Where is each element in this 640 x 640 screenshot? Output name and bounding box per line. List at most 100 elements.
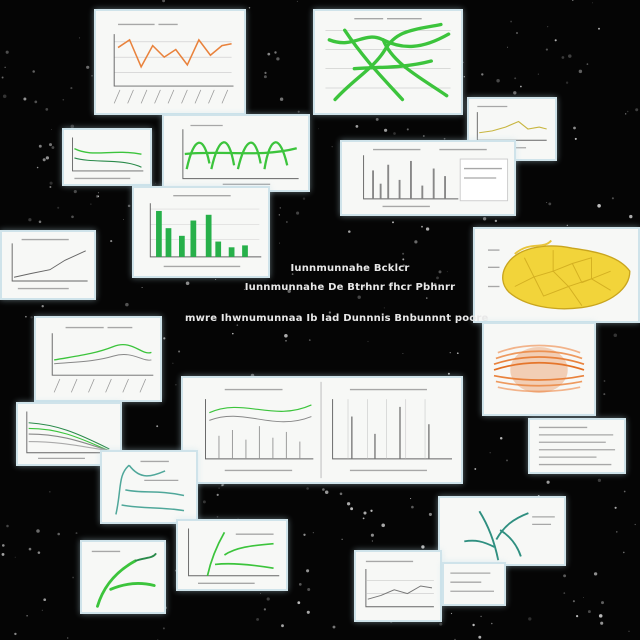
- chart-thumbnail-dual-panel: [181, 376, 463, 484]
- star-dot: [279, 242, 281, 244]
- star-dot: [566, 224, 568, 226]
- star-dot: [410, 498, 412, 500]
- star-dot: [70, 124, 75, 129]
- chart-thumbnail-bars-panel: [340, 140, 516, 216]
- star-dot: [481, 73, 484, 76]
- star-dot: [57, 206, 60, 209]
- star-dot: [425, 227, 430, 231]
- star-dot: [371, 540, 373, 542]
- star-dot: [67, 637, 69, 639]
- star-dot: [520, 85, 522, 88]
- star-dot: [38, 144, 42, 148]
- star-dot: [414, 240, 418, 244]
- chart-thumbnail-green-curves-small: [62, 128, 152, 186]
- star-dot: [622, 551, 625, 554]
- chart-thumbnail-left-line: [0, 230, 96, 300]
- collage-caption: mwre Ihwnumunnaa Ib Iad Dunnnis Bnbunnnt…: [185, 313, 489, 324]
- star-dot: [303, 533, 306, 536]
- star-dot: [370, 509, 373, 512]
- star-dot: [634, 523, 636, 526]
- star-dot: [489, 451, 491, 454]
- star-dot: [279, 97, 284, 101]
- star-dot: [172, 362, 174, 364]
- star-dot: [402, 258, 405, 261]
- star-dot: [4, 66, 6, 68]
- star-dot: [306, 610, 310, 614]
- star-dot: [363, 269, 366, 271]
- star-dot: [281, 624, 284, 628]
- star-dot: [393, 132, 396, 135]
- star-dot: [332, 625, 336, 629]
- star-dot: [302, 197, 306, 200]
- star-dot: [41, 609, 43, 611]
- star-dot: [259, 592, 262, 594]
- star-dot: [611, 197, 614, 200]
- star-dot: [284, 334, 288, 338]
- star-dot: [49, 181, 53, 185]
- star-dot: [456, 352, 459, 355]
- star-dot: [285, 339, 287, 342]
- star-dot: [23, 97, 27, 101]
- text-panel-thumbnail: [528, 418, 626, 474]
- star-dot: [546, 202, 548, 204]
- star-dot: [421, 225, 423, 228]
- star-dot: [248, 7, 251, 9]
- star-dot: [312, 532, 314, 534]
- star-dot: [78, 37, 81, 39]
- green-plant-diagram-thumbnail: [80, 540, 166, 614]
- star-dot: [513, 91, 517, 95]
- star-dot: [625, 113, 627, 115]
- star-dot: [221, 484, 223, 487]
- chart-thumbnail-wave-lines: [34, 316, 162, 402]
- star-dot: [97, 192, 100, 194]
- star-dot: [70, 87, 73, 90]
- star-dot: [274, 51, 277, 54]
- star-dot: [232, 332, 234, 335]
- star-dot: [175, 384, 177, 386]
- star-dot: [494, 219, 498, 223]
- yellow-cell-network-thumbnail: [473, 227, 640, 323]
- star-dot: [263, 75, 267, 79]
- star-dot: [42, 158, 46, 162]
- star-dot: [38, 220, 42, 224]
- star-dot: [613, 333, 618, 338]
- star-dot: [14, 632, 17, 636]
- star-dot: [125, 302, 129, 307]
- star-dot: [367, 340, 369, 343]
- star-dot: [449, 352, 451, 354]
- star-dot: [362, 517, 365, 520]
- star-dot: [422, 135, 425, 137]
- star-dot: [6, 524, 9, 528]
- star-dot: [110, 240, 113, 243]
- star-dot: [586, 63, 589, 65]
- star-dot: [322, 488, 325, 491]
- star-dot: [565, 81, 569, 84]
- star-dot: [528, 617, 532, 621]
- star-dot: [90, 203, 92, 205]
- chart-thumbnail-bottom-right: [442, 562, 506, 606]
- star-dot: [572, 600, 575, 603]
- star-dot: [298, 583, 302, 586]
- star-dot: [346, 502, 351, 506]
- star-dot: [57, 532, 60, 536]
- star-dot: [276, 57, 280, 61]
- star-dot: [623, 490, 626, 493]
- star-dot: [370, 533, 374, 537]
- star-dot: [439, 622, 443, 626]
- star-dot: [554, 39, 557, 42]
- star-dot: [185, 281, 190, 286]
- star-dot: [1, 544, 5, 547]
- star-dot: [572, 0, 574, 1]
- star-dot: [406, 128, 409, 131]
- star-dot: [600, 621, 604, 625]
- star-dot: [635, 108, 639, 112]
- star-dot: [545, 48, 548, 51]
- star-dot: [582, 596, 584, 598]
- star-dot: [478, 635, 482, 639]
- star-dot: [218, 487, 220, 489]
- star-dot: [51, 128, 52, 130]
- star-dot: [411, 505, 414, 509]
- star-dot: [156, 425, 159, 428]
- star-dot: [279, 207, 282, 209]
- star-dot: [402, 264, 406, 267]
